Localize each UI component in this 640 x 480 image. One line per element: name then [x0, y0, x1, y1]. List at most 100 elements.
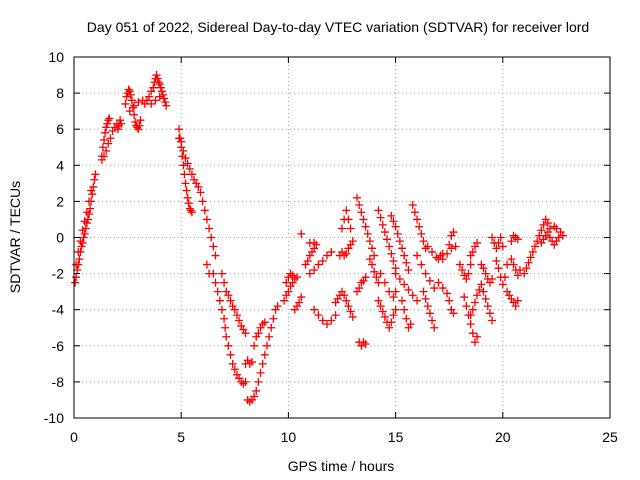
data-point — [260, 318, 269, 327]
data-point — [430, 284, 439, 293]
data-point — [466, 311, 475, 320]
data-point — [262, 341, 271, 350]
data-point — [280, 296, 289, 305]
data-point — [473, 238, 482, 247]
data-point — [157, 87, 166, 96]
data-point — [376, 302, 385, 311]
data-point — [391, 269, 400, 278]
data-point — [288, 271, 297, 280]
data-point — [380, 228, 389, 237]
data-point — [175, 125, 184, 134]
data-point — [135, 121, 144, 130]
data-point — [180, 170, 189, 179]
data-point — [230, 305, 239, 314]
data-points — [71, 71, 567, 406]
data-point — [183, 193, 192, 202]
data-point — [415, 222, 424, 231]
data-point — [481, 269, 490, 278]
data-point — [145, 92, 154, 101]
data-point — [183, 159, 192, 168]
data-point — [374, 296, 383, 305]
data-point — [116, 116, 125, 125]
data-point — [90, 175, 99, 184]
data-point — [184, 199, 193, 208]
data-point — [492, 256, 501, 265]
data-point — [125, 107, 134, 116]
data-point — [423, 302, 432, 311]
data-point — [348, 312, 357, 321]
data-point — [77, 242, 86, 251]
data-point — [473, 332, 482, 341]
data-point — [322, 251, 331, 260]
data-point — [247, 358, 256, 367]
data-point — [122, 92, 131, 101]
data-point — [383, 235, 392, 244]
data-point — [228, 359, 237, 368]
data-point — [100, 152, 109, 161]
data-point — [496, 233, 505, 242]
data-point — [117, 119, 126, 128]
y-tick-label: -10 — [44, 410, 64, 426]
data-point — [404, 285, 413, 294]
data-point — [558, 231, 567, 240]
data-point — [85, 197, 94, 206]
data-point — [419, 237, 428, 246]
data-point — [342, 296, 351, 305]
data-point — [449, 228, 458, 237]
data-point — [207, 233, 216, 242]
data-point — [220, 314, 229, 323]
data-point — [267, 323, 276, 332]
data-point — [186, 206, 195, 215]
data-point — [368, 244, 377, 253]
data-point — [322, 320, 331, 329]
data-point — [485, 309, 494, 318]
data-point — [470, 338, 479, 347]
data-point — [468, 247, 477, 256]
data-point — [494, 264, 503, 273]
data-point — [102, 146, 111, 155]
y-tick-label: -8 — [52, 374, 65, 390]
data-point — [413, 215, 422, 224]
data-point — [443, 289, 452, 298]
data-point — [515, 265, 524, 274]
data-point — [72, 273, 81, 282]
data-point — [211, 251, 220, 260]
data-point — [230, 365, 239, 374]
data-point — [430, 323, 439, 332]
data-point — [124, 85, 133, 94]
data-point — [241, 329, 250, 338]
data-point — [445, 296, 454, 305]
data-point — [355, 201, 364, 210]
data-point — [408, 201, 417, 210]
data-point — [318, 316, 327, 325]
data-point — [539, 220, 548, 229]
data-point — [387, 249, 396, 258]
data-point — [265, 332, 274, 341]
data-point — [222, 332, 231, 341]
data-point — [136, 116, 145, 125]
data-point — [554, 233, 563, 242]
data-point — [250, 341, 259, 350]
data-point — [391, 222, 400, 231]
data-point — [458, 265, 467, 274]
data-point — [292, 273, 301, 282]
data-point — [310, 238, 319, 247]
data-point — [537, 226, 546, 235]
data-point — [160, 94, 169, 103]
data-point — [370, 267, 379, 276]
data-point — [391, 287, 400, 296]
data-point — [378, 220, 387, 229]
data-point — [494, 238, 503, 247]
data-point — [451, 242, 460, 251]
data-point — [410, 208, 419, 217]
data-point — [524, 258, 533, 267]
data-point — [438, 284, 447, 293]
data-point — [511, 302, 520, 311]
data-point — [179, 161, 188, 170]
data-point — [209, 242, 218, 251]
data-point — [395, 237, 404, 246]
data-point — [202, 260, 211, 269]
data-point — [488, 275, 497, 284]
data-point — [376, 269, 385, 278]
data-point — [205, 224, 214, 233]
